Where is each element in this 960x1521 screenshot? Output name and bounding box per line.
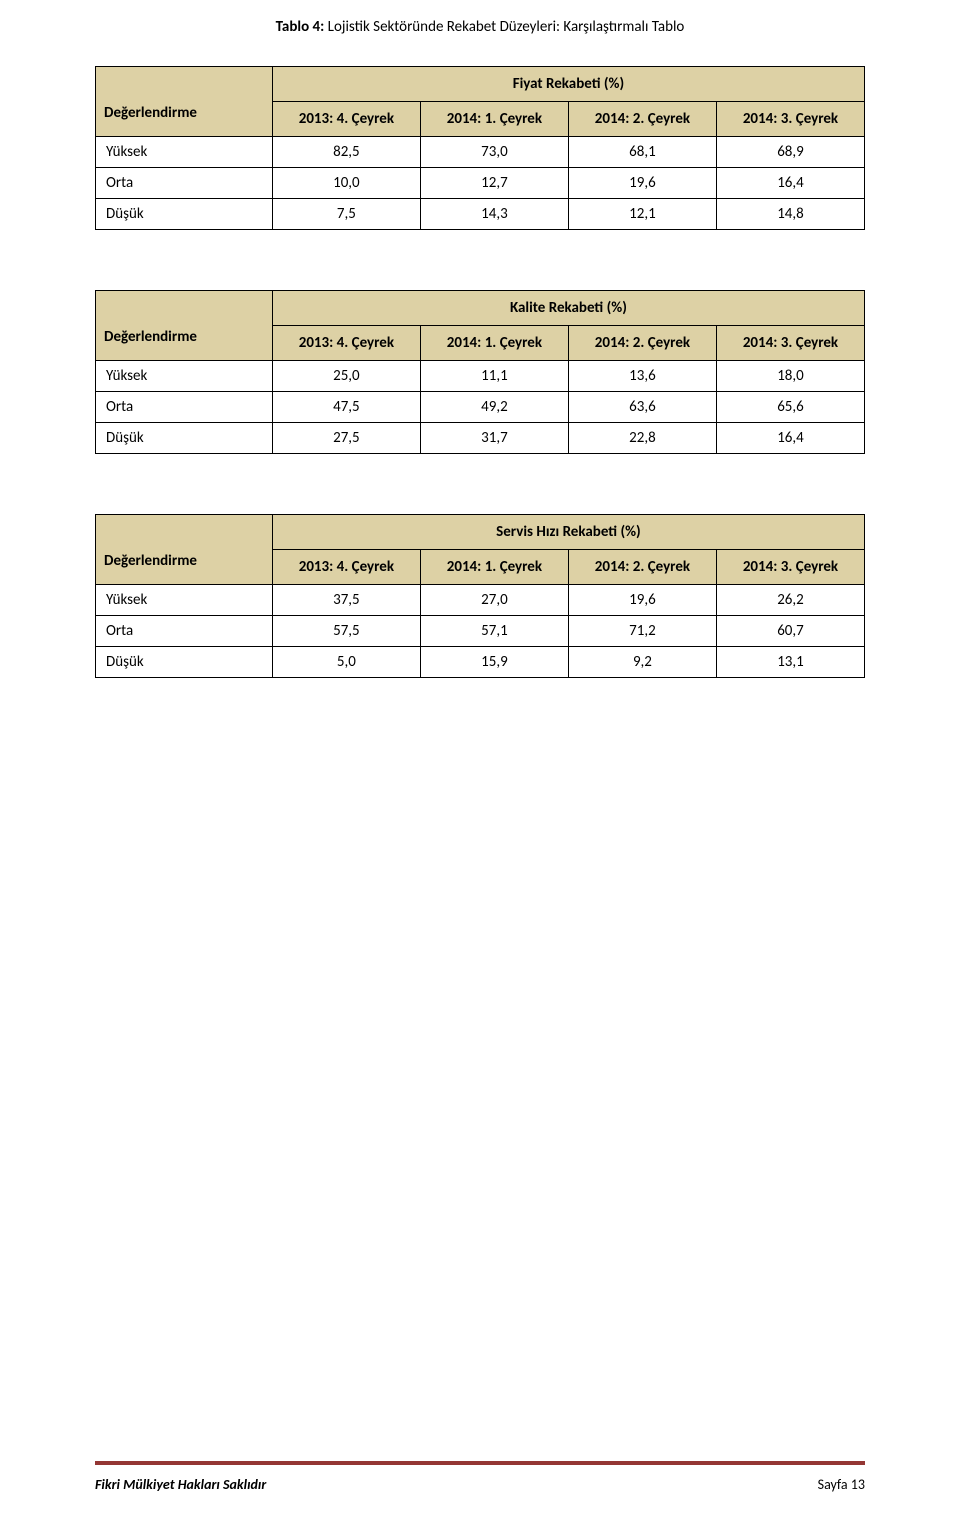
cell: 82,5 bbox=[272, 137, 420, 168]
period-header: 2014: 3. Çeyrek bbox=[716, 102, 864, 137]
row-label: Yüksek bbox=[96, 361, 273, 392]
period-header: 2014: 3. Çeyrek bbox=[716, 326, 864, 361]
cell: 27,0 bbox=[420, 585, 568, 616]
cell: 73,0 bbox=[420, 137, 568, 168]
row-label: Düşük bbox=[96, 423, 273, 454]
cell: 47,5 bbox=[272, 392, 420, 423]
cell: 22,8 bbox=[568, 423, 716, 454]
row-label: Düşük bbox=[96, 647, 273, 678]
table-row: Yüksek 37,5 27,0 19,6 26,2 bbox=[96, 585, 865, 616]
cell: 57,5 bbox=[272, 616, 420, 647]
row-header-label: Değerlendirme bbox=[96, 326, 273, 361]
period-header: 2014: 3. Çeyrek bbox=[716, 550, 864, 585]
page-title: Tablo 4: Lojistik Sektöründe Rekabet Düz… bbox=[95, 0, 865, 36]
cell: 14,3 bbox=[420, 199, 568, 230]
row-header-label: Değerlendirme bbox=[96, 550, 273, 585]
row-header-label bbox=[96, 67, 273, 102]
cell: 60,7 bbox=[716, 616, 864, 647]
cell: 26,2 bbox=[716, 585, 864, 616]
period-header: 2014: 2. Çeyrek bbox=[568, 102, 716, 137]
cell: 12,1 bbox=[568, 199, 716, 230]
footer: Fikri Mülkiyet Hakları Saklıdır Sayfa 13 bbox=[95, 1476, 865, 1493]
title-bold: Tablo 4: bbox=[276, 18, 325, 36]
row-label: Orta bbox=[96, 168, 273, 199]
cell: 12,7 bbox=[420, 168, 568, 199]
table-servis: Servis Hızı Rekabeti (%) Değerlendirme 2… bbox=[95, 514, 865, 678]
row-label: Orta bbox=[96, 616, 273, 647]
cell: 16,4 bbox=[716, 423, 864, 454]
cell: 71,2 bbox=[568, 616, 716, 647]
period-header: 2014: 1. Çeyrek bbox=[420, 550, 568, 585]
period-header: 2013: 4. Çeyrek bbox=[272, 102, 420, 137]
cell: 15,9 bbox=[420, 647, 568, 678]
table-title: Kalite Rekabeti (%) bbox=[272, 291, 864, 326]
footer-right: Sayfa 13 bbox=[818, 1476, 865, 1493]
row-label: Yüksek bbox=[96, 137, 273, 168]
title-rest: Lojistik Sektöründe Rekabet Düzeyleri: K… bbox=[324, 18, 684, 36]
table-row: Orta 10,0 12,7 19,6 16,4 bbox=[96, 168, 865, 199]
cell: 37,5 bbox=[272, 585, 420, 616]
row-label: Yüksek bbox=[96, 585, 273, 616]
table-fiyat: Fiyat Rekabeti (%) Değerlendirme 2013: 4… bbox=[95, 66, 865, 230]
cell: 18,0 bbox=[716, 361, 864, 392]
cell: 57,1 bbox=[420, 616, 568, 647]
table-row: Yüksek 25,0 11,1 13,6 18,0 bbox=[96, 361, 865, 392]
table-row: Orta 57,5 57,1 71,2 60,7 bbox=[96, 616, 865, 647]
footer-left: Fikri Mülkiyet Hakları Saklıdır bbox=[95, 1476, 266, 1493]
period-header: 2014: 1. Çeyrek bbox=[420, 102, 568, 137]
row-header-label bbox=[96, 515, 273, 550]
table-row: Orta 47,5 49,2 63,6 65,6 bbox=[96, 392, 865, 423]
table-row: Düşük 5,0 15,9 9,2 13,1 bbox=[96, 647, 865, 678]
table-kalite: Kalite Rekabeti (%) Değerlendirme 2013: … bbox=[95, 290, 865, 454]
table-row: Yüksek 82,5 73,0 68,1 68,9 bbox=[96, 137, 865, 168]
table-row: Düşük 27,5 31,7 22,8 16,4 bbox=[96, 423, 865, 454]
footer-rule bbox=[95, 1461, 865, 1465]
row-label: Orta bbox=[96, 392, 273, 423]
cell: 27,5 bbox=[272, 423, 420, 454]
period-header: 2013: 4. Çeyrek bbox=[272, 550, 420, 585]
period-header: 2014: 2. Çeyrek bbox=[568, 550, 716, 585]
cell: 7,5 bbox=[272, 199, 420, 230]
cell: 16,4 bbox=[716, 168, 864, 199]
cell: 19,6 bbox=[568, 585, 716, 616]
table-title: Fiyat Rekabeti (%) bbox=[272, 67, 864, 102]
cell: 13,1 bbox=[716, 647, 864, 678]
cell: 63,6 bbox=[568, 392, 716, 423]
period-header: 2013: 4. Çeyrek bbox=[272, 326, 420, 361]
cell: 31,7 bbox=[420, 423, 568, 454]
table-title: Servis Hızı Rekabeti (%) bbox=[272, 515, 864, 550]
cell: 25,0 bbox=[272, 361, 420, 392]
row-header-label bbox=[96, 291, 273, 326]
row-header-label: Değerlendirme bbox=[96, 102, 273, 137]
cell: 68,1 bbox=[568, 137, 716, 168]
period-header: 2014: 2. Çeyrek bbox=[568, 326, 716, 361]
cell: 19,6 bbox=[568, 168, 716, 199]
cell: 65,6 bbox=[716, 392, 864, 423]
cell: 68,9 bbox=[716, 137, 864, 168]
table-row: Düşük 7,5 14,3 12,1 14,8 bbox=[96, 199, 865, 230]
cell: 10,0 bbox=[272, 168, 420, 199]
cell: 14,8 bbox=[716, 199, 864, 230]
cell: 49,2 bbox=[420, 392, 568, 423]
cell: 11,1 bbox=[420, 361, 568, 392]
row-label: Düşük bbox=[96, 199, 273, 230]
cell: 5,0 bbox=[272, 647, 420, 678]
cell: 13,6 bbox=[568, 361, 716, 392]
period-header: 2014: 1. Çeyrek bbox=[420, 326, 568, 361]
cell: 9,2 bbox=[568, 647, 716, 678]
